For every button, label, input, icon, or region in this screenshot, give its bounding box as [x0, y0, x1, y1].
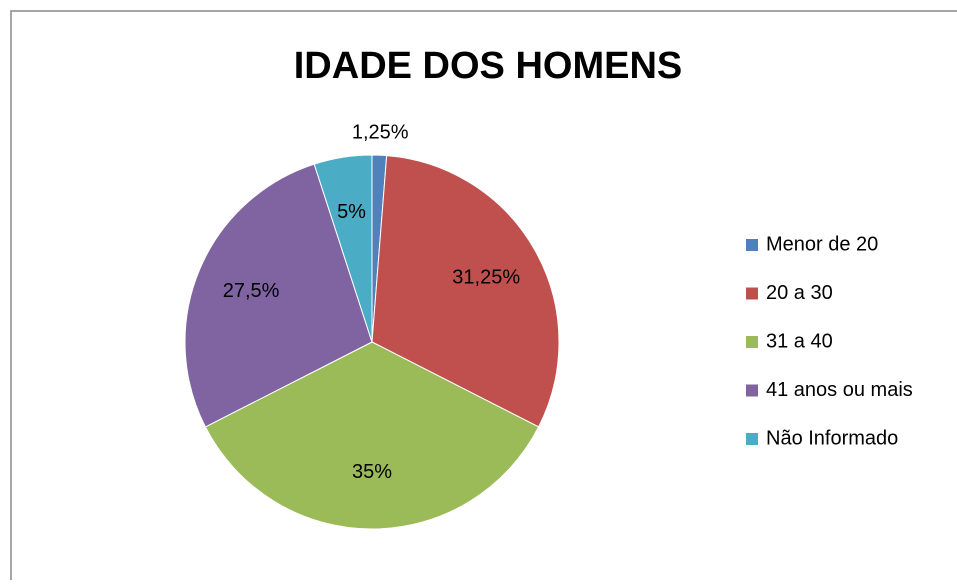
data-label: 5% [337, 201, 366, 223]
legend-label: 41 anos ou mais [766, 379, 913, 401]
legend-label: 20 a 30 [766, 282, 833, 304]
data-label: 31,25% [452, 266, 520, 288]
legend-swatch [746, 287, 758, 300]
legend-label: Menor de 20 [766, 233, 878, 255]
legend-swatch [746, 336, 758, 348]
data-label: 27,5% [223, 280, 280, 302]
pie-slice [371, 155, 560, 428]
data-label: 35% [352, 461, 392, 483]
legend-label: Não Informado [766, 427, 898, 449]
legend-swatch [746, 239, 758, 251]
pie-slice [313, 154, 373, 343]
pie-slice [184, 163, 373, 428]
pie-slice [204, 341, 540, 530]
legend-swatch [746, 384, 758, 397]
data-label: 1,25% [352, 121, 409, 143]
legend-label: 31 a 40 [766, 330, 833, 352]
chart-title: IDADE DOS HOMENS [294, 45, 682, 87]
legend-swatch [746, 433, 758, 445]
